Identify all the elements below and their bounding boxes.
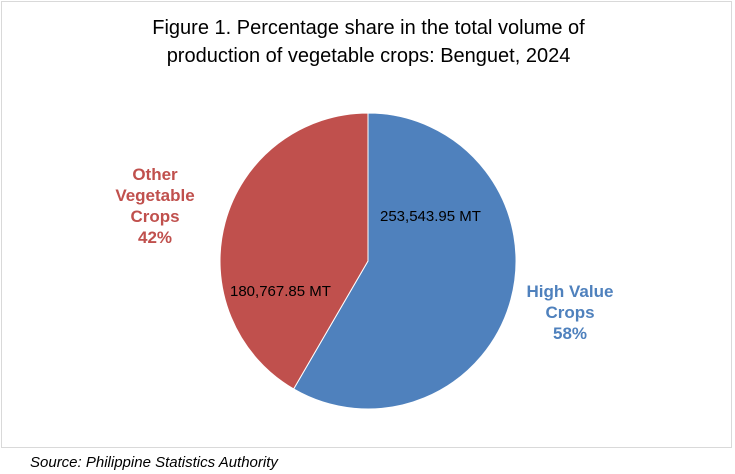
slice-name-other-line-3: Crops — [130, 207, 180, 226]
chart-title-line-2: production of vegetable crops: Benguet, … — [166, 45, 571, 67]
slice-value-other-vegetable-crops: 180,767.85 MT — [230, 283, 331, 300]
slice-name-high-line-2: Crops — [545, 303, 595, 322]
slice-value-high-value-crops: 253,543.95 MT — [380, 208, 481, 225]
pie-slice-high-value-crops — [292, 112, 517, 410]
chart-title: Figure 1. Percentage share in the total … — [2, 14, 735, 70]
slice-label-other-vegetable-crops: Other Vegetable Crops 42% — [100, 164, 210, 248]
slice-percent-other: 42% — [137, 228, 173, 247]
slice-name-other-line-1: Other — [132, 165, 178, 184]
slice-percent-high: 58% — [552, 324, 588, 343]
source-note: Source: Philippine Statistics Authority — [30, 454, 278, 471]
chart-title-line-1: Figure 1. Percentage share in the total … — [152, 17, 585, 39]
pie-slice-other-vegetable-crops — [219, 112, 369, 390]
slice-label-high-value-crops: High Value Crops 58% — [510, 281, 630, 344]
slice-name-other-line-2: Vegetable — [115, 186, 195, 205]
slice-name-high-line-1: High Value — [526, 282, 614, 301]
